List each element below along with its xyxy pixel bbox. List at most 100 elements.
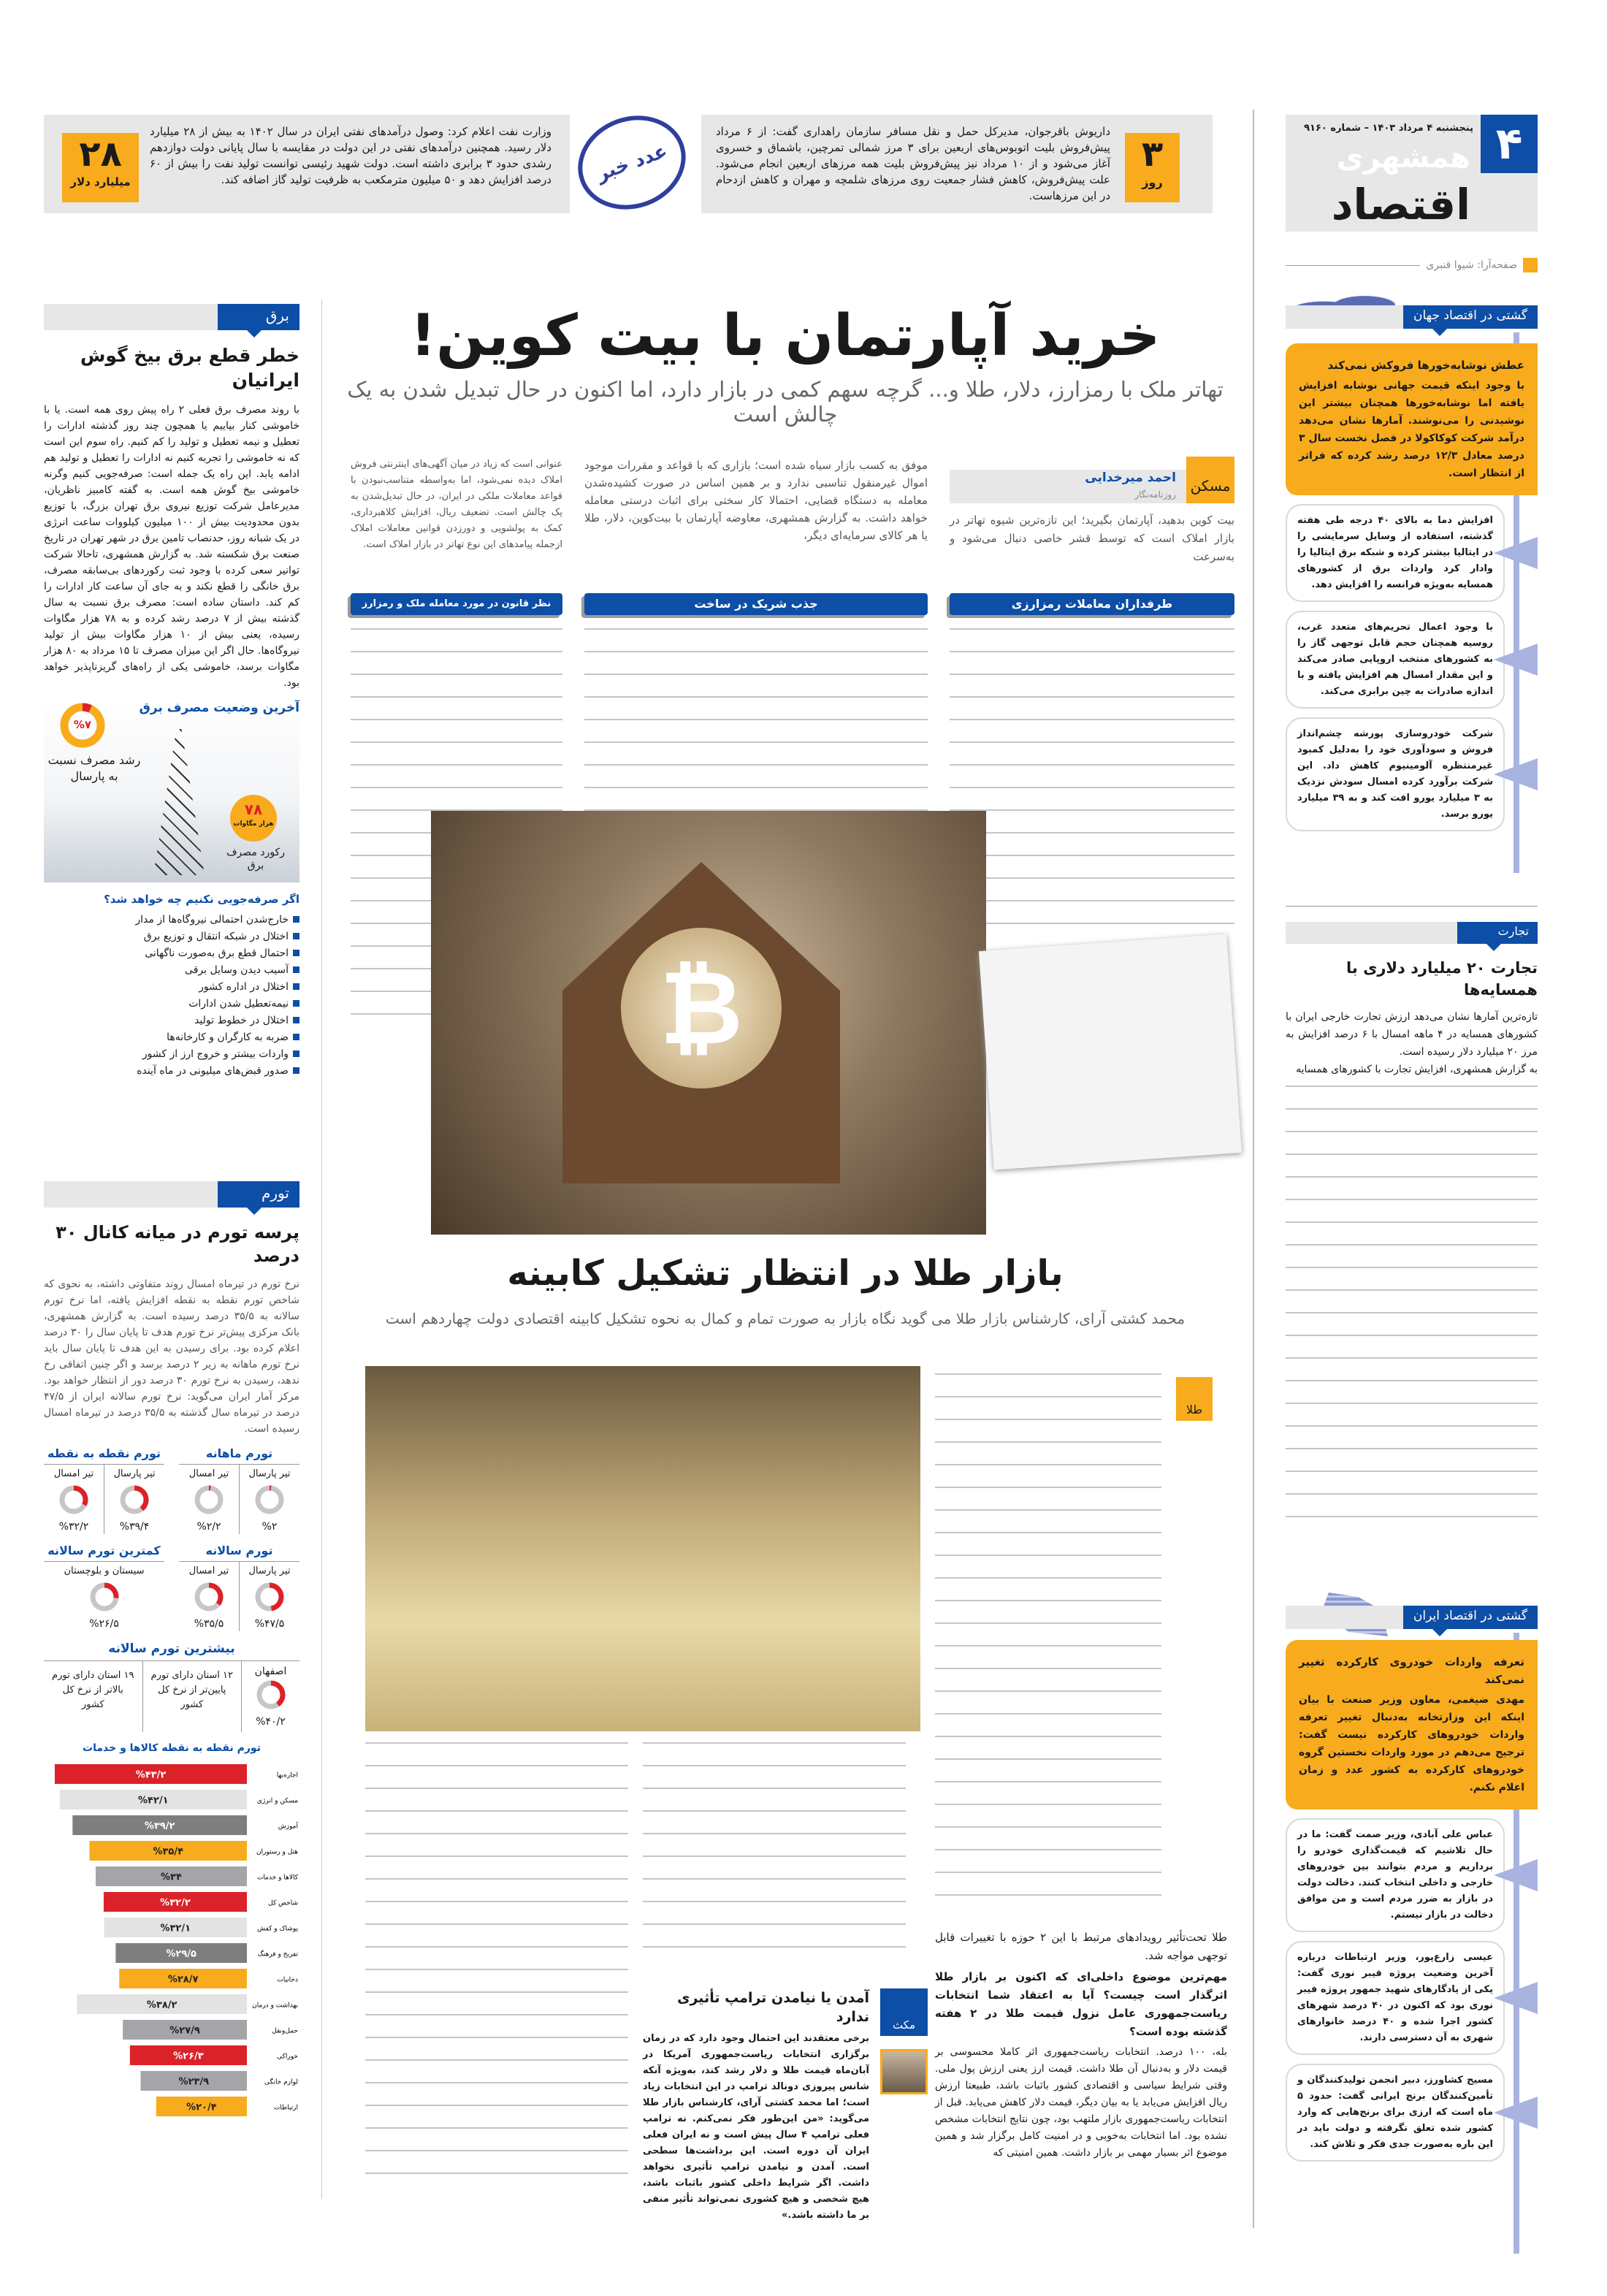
donut-chart (194, 1582, 224, 1612)
donut-cell: تیر امسال %۲/۲ (179, 1465, 240, 1534)
bar-category-label: خوراکی (277, 2053, 298, 2061)
news-card: عباس علی آبادی، وزیر صمت گفت: ما در حال … (1286, 1818, 1505, 1932)
group-title: کمترین تورم سالانه (44, 1543, 164, 1562)
donut-label: تیر امسال (188, 1468, 229, 1479)
donut-track (194, 1485, 224, 1514)
donut-chart (255, 1485, 284, 1514)
donut-arc (256, 1680, 285, 1709)
donut-label: سیستان و بلوچستان (64, 1565, 145, 1576)
province-donut (256, 1680, 285, 1709)
news-card: شرکت خودروسازی پورشه چشم‌انداز فروش و سو… (1286, 717, 1505, 831)
news-card-wrapper: شرکت خودروسازی پورشه چشم‌انداز فروش و سو… (1286, 717, 1538, 831)
province-name: اصفهان (254, 1666, 287, 1677)
news-card-wrapper: افزایش دما به بالای ۴۰ درجه طی هفته گذشت… (1286, 504, 1538, 602)
bullet-icon (293, 1050, 299, 1057)
list-item-text: ضربه به کارگران و کارخانه‌ها (167, 1031, 289, 1043)
designer-name: صفحه‌آرا: شیوا قنبری (1426, 259, 1517, 271)
trade-lead: تازه‌ترین آمارها نشان می‌دهد ارزش تجارت … (1286, 1011, 1538, 1058)
news-number-box-days: ۳ روز داریوش باقرجوان، مدیرکل حمل و نقل … (701, 115, 1213, 213)
bar-value-label: %۳۲/۱ (160, 1923, 191, 1934)
list-item: اختلال در شبکه انتقال و توزیع برق (44, 928, 299, 945)
section-bar-trade: تجارت (1286, 922, 1538, 951)
author-role: روزنامه‌نگار (1134, 489, 1176, 500)
list-item-text: اختلال در اداره کشور (199, 981, 289, 993)
stamp-text: عدد خبر (593, 140, 671, 186)
news-text: داریوش باقرجوان، مدیرکل حمل و نقل مسافر … (716, 125, 1111, 202)
donut-label: تیر پارسال (248, 1565, 291, 1576)
donut-label: تیر پارسال (113, 1468, 156, 1479)
sidebar-box-body: برخی معتقدند این احتمال وجود دارد که در … (643, 2033, 869, 2221)
trade-section: تجارت تجارت ۲۰ میلیارد دلاری با همسایه‌ه… (1286, 922, 1538, 1524)
bar (89, 1841, 247, 1861)
group-title: تورم نقطه به نقطه (44, 1446, 164, 1465)
bar (123, 2020, 247, 2040)
donut-arc (255, 1582, 284, 1612)
bullet-icon (293, 916, 299, 923)
author-box: مسکن احمد میرخدایی روزنامه‌نگار (950, 457, 1234, 503)
world-header: گشتی در اقتصاد جهان (1286, 305, 1538, 336)
list-item-text: آسیب دیدن وسایل برقی (185, 964, 289, 976)
trade-title: تجارت ۲۰ میلیارد دلاری با همسایه‌ها (1346, 959, 1538, 999)
record-label: رکورد مصرف برق (226, 847, 285, 872)
section-tag: تورم (218, 1181, 299, 1215)
main-subtitle: تهاتر ملک با رمزارز، دلار، طلا و... گرچه… (347, 377, 1224, 427)
group-title: تورم ماهانه (179, 1446, 299, 1465)
inflation-body: نرخ تورم در تیرماه امسال روند متفاوتی دا… (44, 1278, 299, 1435)
news-card-wrapper: مسیح کشاورز، دبیر انجمن تولیدکنندگان و ت… (1286, 2064, 1538, 2162)
list-item: احتمال قطع برق به‌صورت ناگهانی (44, 945, 299, 962)
donut-track (255, 1485, 284, 1514)
list-item: خارج‌شدن احتمالی نیروگاه‌ها از مدار (44, 912, 299, 928)
bar-category-label: ارتباطات (274, 2105, 298, 2112)
list-item: ضربه به کارگران و کارخانه‌ها (44, 1029, 299, 1046)
sidebar-box: آمدن یا نیامدن ترامپ تأثیری ندارد برخی م… (643, 1988, 869, 2224)
news-number-box-oil: ۲۸ میلیارد دلار وزارت نفت اعلام کرد: وصو… (44, 115, 570, 213)
number-unit: میلیارد دلار (70, 175, 131, 188)
infographic-title: آخرین وضعیت مصرف برق (139, 701, 299, 715)
bar-value-label: %۳۹/۲ (145, 1821, 175, 1832)
bar (104, 1918, 247, 1937)
gold-qa-answer: بله، ۱۰۰ درصد. انتخابات ریاست‌جمهوری اثر… (935, 2046, 1227, 2159)
highest-inflation: بیشترین تورم سالانه اصفهان %۴۰/۲ ۱۲ استا… (44, 1640, 299, 1732)
bar (72, 1815, 247, 1835)
donut-group: کمترین تورم سالانه سیستان و بلوچستان %۲۶/۵ (44, 1543, 164, 1631)
col3-intro: عنوانی است که زیاد در میان آگهی‌های اینت… (351, 459, 562, 550)
bar-category-label: بهداشت و درمان (252, 2002, 298, 2010)
number-unit: روز (1142, 175, 1163, 189)
donut-arc (194, 1582, 224, 1612)
gold-headline: بازار طلا در انتظار تشکیل کابینه (507, 1253, 1064, 1294)
subhead-crypto-fans: طرفداران معاملات رمزارزی (950, 593, 1234, 615)
news-card: با وجود اعمال تحریم‌های متعدد غرب، روسیه… (1286, 611, 1505, 709)
bar-value-label: %۳۵/۴ (153, 1847, 183, 1858)
article-body-column (365, 1742, 628, 2195)
logo-eghtesad: اقتصاد (1331, 180, 1470, 229)
donut-cell: تیر پارسال %۴۷/۵ (240, 1562, 299, 1631)
page-divider (1253, 110, 1254, 2228)
donut-row: سیستان و بلوچستان %۲۶/۵ (44, 1562, 164, 1631)
bar-value-label: %۲۸/۷ (168, 1975, 199, 1986)
electricity-title: خطر قطع برق بیخ گوش ایرانیان (80, 345, 299, 391)
donut-arc (60, 703, 105, 748)
list-item-text: اختلال در خطوط تولید (194, 1015, 289, 1026)
documents-photo (978, 934, 1243, 1170)
bar-value-label: %۳۴ (161, 1872, 182, 1883)
designer-credit: صفحه‌آرا: شیوا قنبری (1286, 257, 1538, 273)
list-item-text: خارج‌شدن احتمالی نیروگاه‌ها از مدار (135, 914, 289, 926)
feature-body: با وجود اینکه قیمت جهانی نوشابه افزایش ی… (1299, 380, 1524, 479)
group-title: تورم سالانه (179, 1543, 299, 1562)
bar-value-label: %۳۸/۲ (147, 2000, 178, 2011)
bar-category-label: مسکن و انرژی (257, 1798, 298, 1805)
bar (129, 2045, 247, 2065)
donut-cell: تیر پارسال %۲ (240, 1465, 299, 1534)
bar (95, 1866, 247, 1886)
news-card: عیسی زارع‌پور، وزیر ارتباطات درباره آخری… (1286, 1941, 1505, 2055)
bar (156, 2097, 247, 2116)
timeline-line (1514, 332, 1519, 873)
subhead-law: نظر قانون در مورد معامله ملک و رمزارز (351, 593, 562, 615)
donut-chart (59, 1485, 88, 1514)
list-item: صدور قبض‌های میلیونی در ماه آینده (44, 1063, 299, 1080)
donut-chart (120, 1485, 149, 1514)
list-item-text: احتمال قطع برق به‌صورت ناگهانی (145, 947, 289, 959)
number-value: ۲۸ (79, 134, 122, 175)
bar (54, 1764, 248, 1784)
list-item: اختلال در اداره کشور (44, 979, 299, 996)
